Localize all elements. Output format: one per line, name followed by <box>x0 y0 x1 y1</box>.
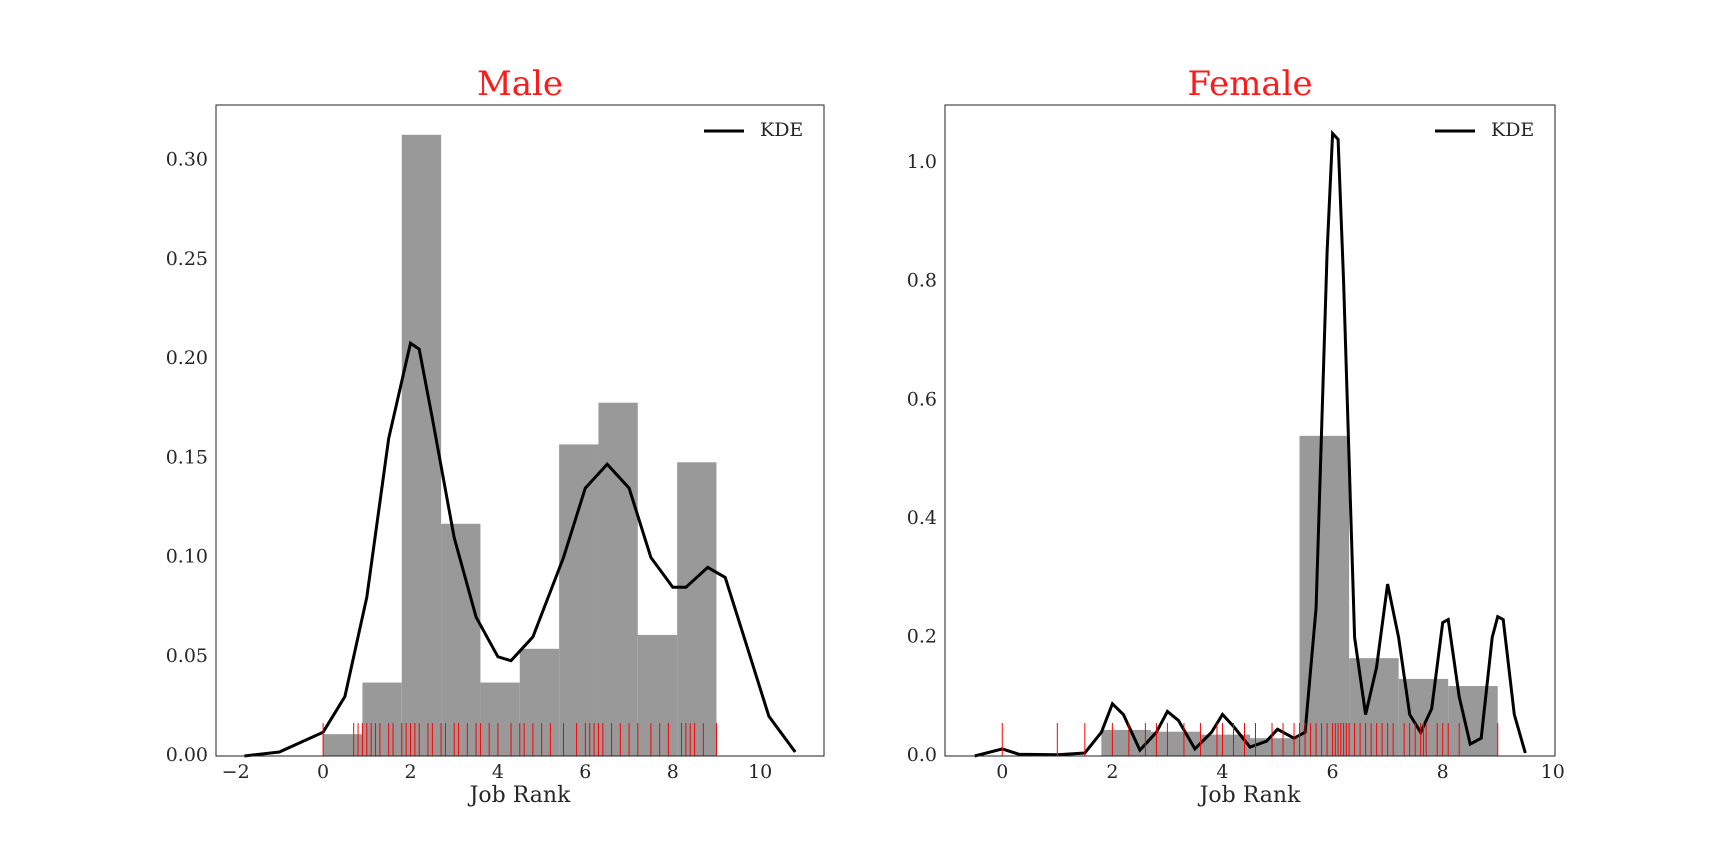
histogram-bar <box>1250 738 1300 756</box>
x-axis-label: Job Rank <box>468 783 571 808</box>
histogram-bar <box>401 134 442 756</box>
legend-label: KDE <box>1491 119 1534 141</box>
legend-label: KDE <box>760 119 803 141</box>
y-tick-label: 0.0 <box>907 744 937 766</box>
x-tick-label: 10 <box>748 761 772 783</box>
y-tick-label: 0.15 <box>166 446 208 468</box>
histogram-bar <box>598 402 638 756</box>
y-tick-label: 1.0 <box>907 151 937 173</box>
x-tick-label: 4 <box>492 761 504 783</box>
kde-line <box>974 129 1527 758</box>
x-tick-label: 0 <box>317 761 329 783</box>
x-axis-label: Job Rank <box>1198 783 1301 808</box>
x-tick-label: 6 <box>1327 761 1339 783</box>
histogram-bar <box>677 462 717 756</box>
y-tick-label: 0.10 <box>166 546 208 568</box>
x-tick-label: −2 <box>222 761 250 783</box>
y-tick-label: 0.30 <box>166 149 208 171</box>
x-tick-label: 8 <box>667 761 679 783</box>
y-tick-label: 0.20 <box>166 347 208 369</box>
histogram-bar <box>559 444 599 756</box>
x-tick-label: 8 <box>1437 761 1449 783</box>
x-tick-label: 4 <box>1216 761 1228 783</box>
y-tick-label: 0.25 <box>166 248 208 270</box>
x-tick-label: 2 <box>404 761 416 783</box>
y-tick-label: 0.8 <box>907 270 937 292</box>
histogram-bar <box>323 734 363 756</box>
histogram-bar <box>519 648 560 756</box>
kde-line <box>244 340 797 758</box>
x-tick-label: 0 <box>996 761 1008 783</box>
histogram-bar <box>480 682 520 756</box>
histogram-bar <box>362 682 402 756</box>
histogram-bar <box>637 634 678 756</box>
chart-title: Male <box>477 64 563 104</box>
x-tick-label: 2 <box>1106 761 1118 783</box>
y-tick-label: 0.00 <box>166 744 208 766</box>
histogram-bar <box>1200 734 1250 756</box>
y-tick-label: 0.2 <box>907 625 937 647</box>
y-tick-label: 0.6 <box>907 388 937 410</box>
x-tick-label: 6 <box>579 761 591 783</box>
y-tick-label: 0.4 <box>907 507 937 529</box>
axes-frame <box>215 104 825 757</box>
chart-title: Female <box>1187 64 1312 104</box>
histogram-bar <box>1448 686 1498 756</box>
x-tick-label: 10 <box>1541 761 1565 783</box>
histogram-bar <box>1101 729 1151 756</box>
axes-frame <box>944 104 1556 757</box>
y-tick-label: 0.05 <box>166 645 208 667</box>
